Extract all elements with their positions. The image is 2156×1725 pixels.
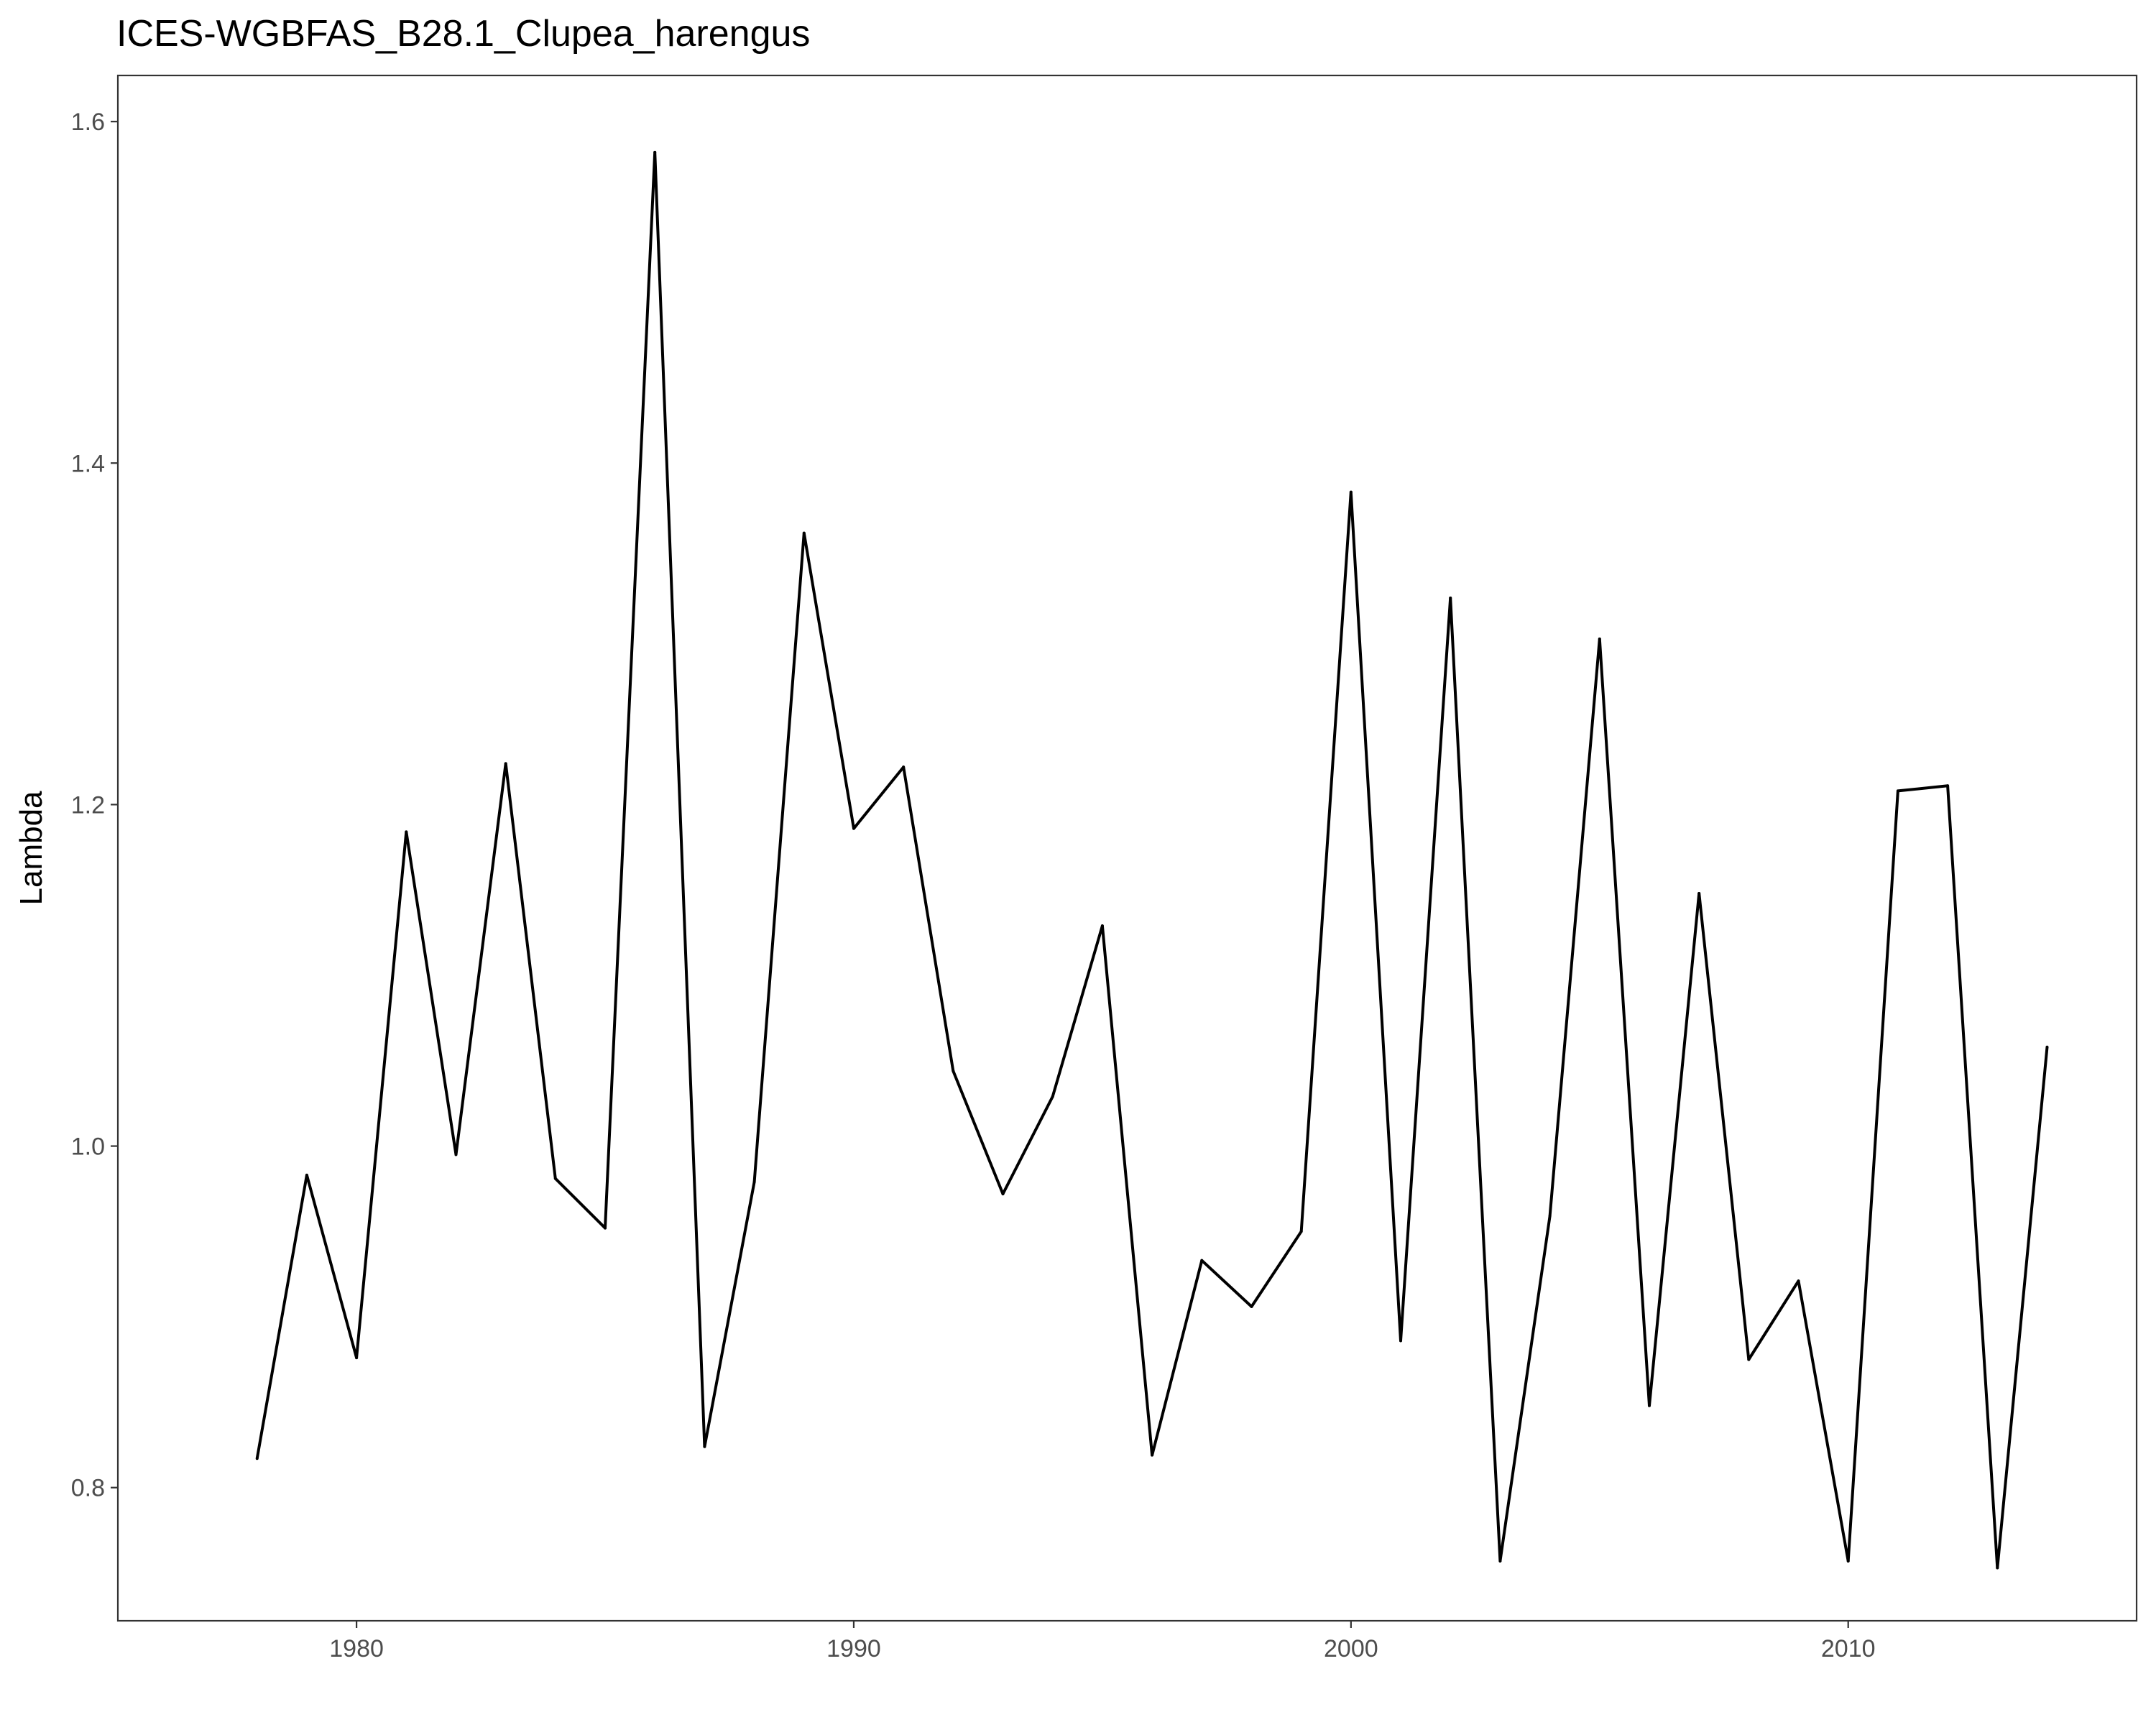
y-tick-label: 1.4: [71, 450, 105, 477]
data-point: [2045, 1045, 2049, 1049]
data-point: [902, 765, 906, 769]
data-point: [604, 1226, 607, 1230]
data-point: [553, 1177, 557, 1180]
data-point: [1349, 490, 1353, 494]
data-point: [1449, 596, 1452, 599]
data-point: [752, 1180, 756, 1184]
data-point: [1200, 1259, 1204, 1262]
x-tick-label: 1990: [826, 1635, 881, 1662]
data-point: [1250, 1305, 1253, 1308]
data-point: [1498, 1559, 1502, 1563]
data-point: [454, 1153, 458, 1156]
y-tick-label: 1.6: [71, 109, 105, 136]
data-point: [504, 762, 507, 765]
data-point: [653, 150, 657, 154]
x-tick-label: 2010: [1821, 1635, 1876, 1662]
data-point: [1647, 1404, 1651, 1407]
data-point: [405, 830, 408, 834]
data-point: [1051, 1095, 1054, 1098]
y-axis: 0.8 1.0 1.2 1.4 1.6: [71, 109, 118, 1502]
data-point: [1747, 1358, 1751, 1361]
data-point: [1001, 1192, 1005, 1196]
chart-title: ICES-WGBFAS_B28.1_Clupea_harengus: [116, 13, 810, 55]
x-tick-label: 1980: [329, 1635, 384, 1662]
plot-panel: [116, 74, 2138, 1622]
data-point: [1100, 924, 1104, 928]
data-point: [1797, 1279, 1800, 1283]
data-point: [1996, 1566, 1999, 1570]
y-tick-label: 1.2: [71, 791, 105, 819]
data-point: [802, 531, 806, 535]
x-axis: 1980 1990 2000 2010: [329, 1621, 1876, 1662]
data-point: [305, 1173, 308, 1177]
data-point: [255, 1457, 259, 1460]
data-point: [1697, 891, 1701, 895]
data-point: [1598, 637, 1601, 640]
data-point: [852, 827, 855, 830]
data-point: [1946, 784, 1950, 788]
data-point: [1846, 1559, 1850, 1563]
y-tick-label: 1.0: [71, 1133, 105, 1161]
x-tick-label: 2000: [1324, 1635, 1378, 1662]
data-point: [1399, 1339, 1403, 1343]
y-axis-label: Lambda: [14, 791, 49, 906]
data-point: [703, 1445, 706, 1448]
data-point: [1299, 1230, 1303, 1233]
data-point: [1548, 1214, 1552, 1218]
y-tick-label: 0.8: [71, 1475, 105, 1502]
data-point: [355, 1356, 359, 1360]
data-point: [1151, 1453, 1154, 1457]
data-points: [255, 150, 2049, 1570]
data-point: [1896, 789, 1899, 793]
data-point: [952, 1070, 955, 1073]
